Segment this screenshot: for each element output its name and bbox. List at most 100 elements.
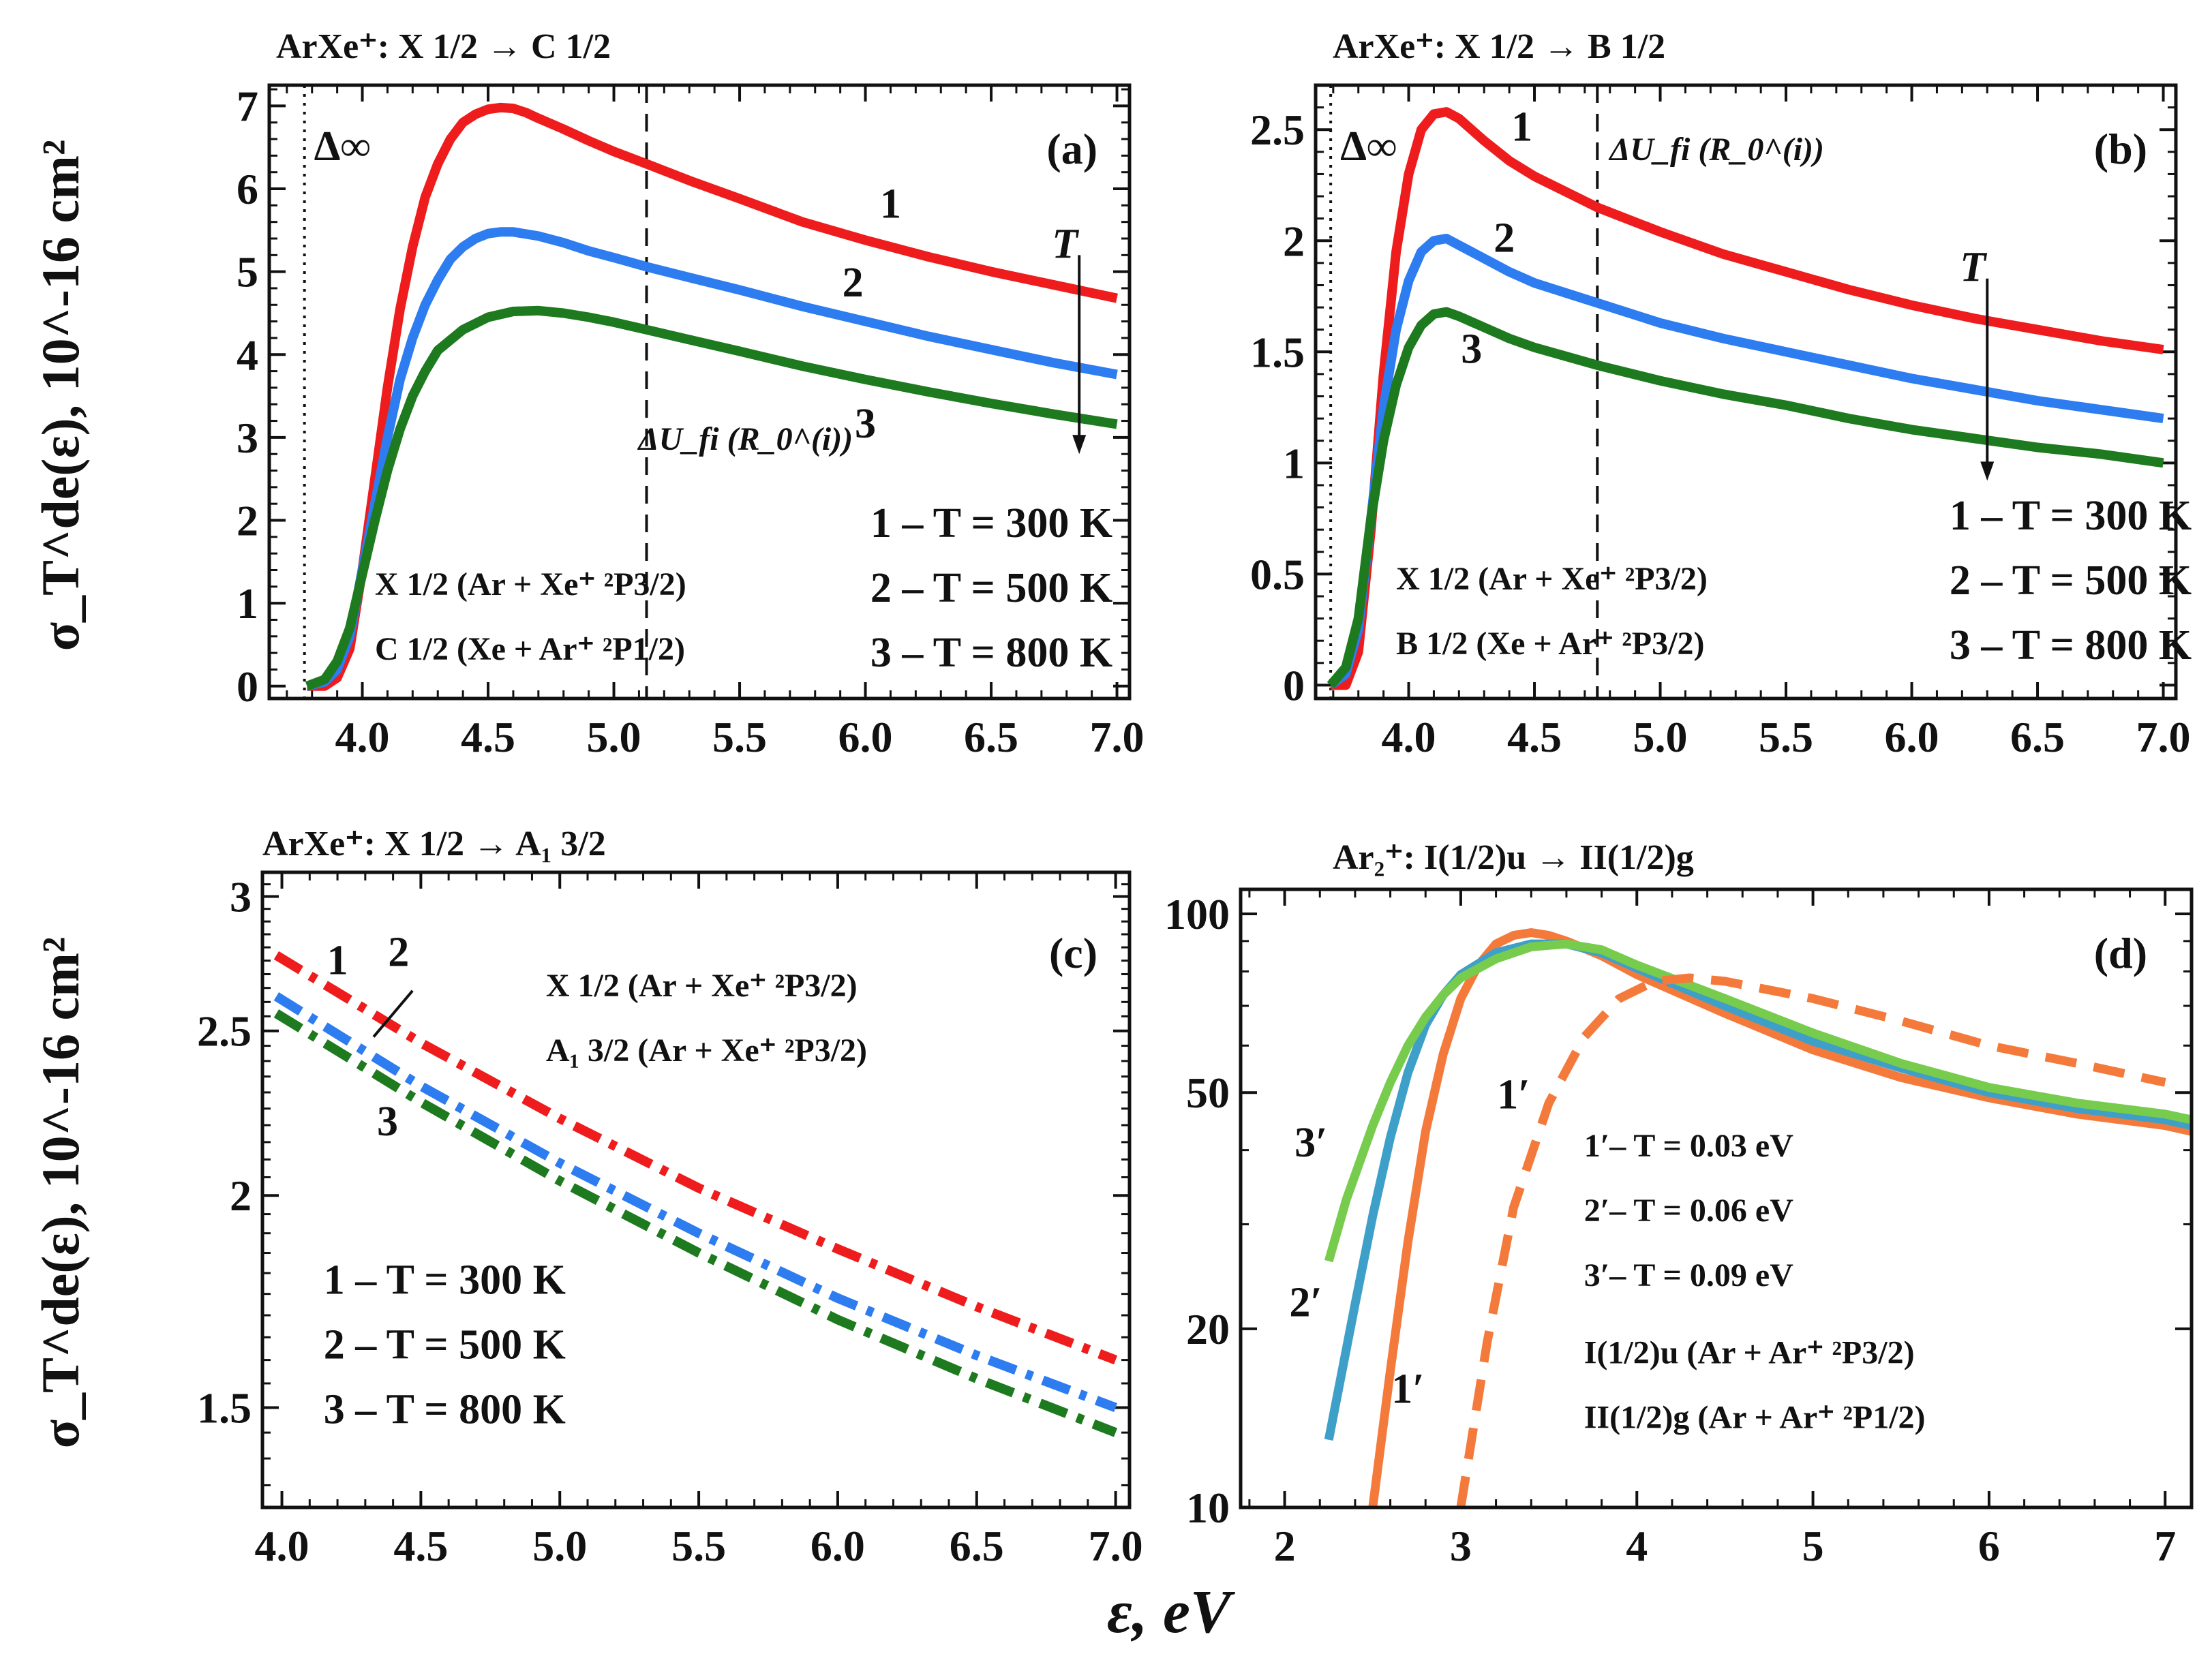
vline-label-a: ΔU_fi (R_0^(i)): [637, 421, 853, 457]
state-label-b-2: B 1/2 (Xe + Ar⁺ ²P3/2): [1396, 626, 1704, 662]
curve-label-d-4: 1′: [1497, 1072, 1530, 1118]
curve-label-b-2: 2: [1494, 215, 1515, 262]
y-tick-label-b: 0.5: [1250, 550, 1305, 598]
x-tick-label-c: 6.5: [950, 1522, 1004, 1570]
y-tick-label-a: 4: [237, 331, 258, 379]
x-tick-label-a: 4.0: [335, 713, 390, 761]
temperature-symbol-a: T: [1052, 221, 1079, 267]
panel-b-title: ArXe⁺: X 1/2 → B 1/2: [1333, 27, 1665, 66]
y-tick-label-d: 100: [1164, 890, 1230, 938]
y-tick-label-a: 7: [237, 82, 258, 130]
curve-label-a-3: 3: [855, 401, 876, 447]
curve-label-b-3: 3: [1461, 326, 1482, 373]
x-tick-label-d: 6: [1978, 1522, 2000, 1570]
curve-label-a-1: 1: [880, 181, 901, 228]
y-tick-label-d: 50: [1186, 1069, 1230, 1117]
x-tick-label-a: 6.0: [838, 713, 893, 761]
temperature-symbol-b: T: [1960, 245, 1987, 291]
panel-b-annotations: 1 2 3 Δ∞ ΔU_fi (R_0^(i)) T 1 – T = 300 K 2 – T …: [1340, 104, 2192, 669]
y-tick-label-b: 1.5: [1250, 328, 1305, 376]
x-tick-label-a: 4.5: [461, 713, 515, 761]
state-label-c-2: A₁ 3/2 (Ar + Xe⁺ ²P3/2): [546, 1032, 867, 1069]
legend-entry-c-1: 1 – T = 300 K: [324, 1257, 566, 1304]
curve-label-d-2: 2′: [1289, 1279, 1322, 1325]
panel-b: ArXe⁺: X 1/2 → B 1/2 4.0 4.5 5.0 5.5 6.0 6.5 7…: [1250, 27, 2192, 761]
x-tick-label-b: 4.5: [1507, 713, 1562, 761]
legend-entry-a-3: 3 – T = 800 K: [870, 630, 1112, 676]
panel-b-series: [1327, 107, 2164, 690]
pointer-line-c: [372, 990, 414, 1038]
state-label-a-1: X 1/2 (Ar + Xe⁺ ²P3/2): [375, 566, 686, 602]
panel-a-frame: [267, 83, 1132, 701]
panel-a-series: [305, 102, 1118, 691]
x-tick-label-c: 4.5: [393, 1522, 448, 1570]
legend-entry-d-1: 1′– T = 0.03 eV: [1584, 1128, 1793, 1164]
legend-entry-a-1: 1 – T = 300 K: [870, 500, 1112, 547]
legend-entry-b-1: 1 – T = 300 K: [1950, 493, 2192, 539]
y-tick-label-b: 0: [1283, 661, 1305, 709]
series-line-c-1: [273, 951, 1118, 1365]
x-tick-label-a: 5.5: [712, 713, 767, 761]
state-label-c-1: X 1/2 (Ar + Xe⁺ ²P3/2): [546, 968, 858, 1004]
panel-d-series: [1324, 928, 2192, 1507]
x-tick-label-d: 7: [2154, 1522, 2176, 1570]
state-label-d-1: I(1/2)u (Ar + Ar⁺ ²P3/2): [1584, 1334, 1915, 1370]
state-label-a-2: C 1/2 (Xe + Ar⁺ ²P1/2): [375, 631, 685, 667]
series-line-b-3: [1327, 307, 2164, 688]
panel-a-annotations: 12 3 Δ∞ ΔU_fi (R_0^(i)) T 1 – T = 300 K 2 – T …: [314, 123, 1112, 676]
x-tick-label-c: 4.0: [255, 1522, 309, 1570]
x-tick-label-b: 4.0: [1382, 713, 1436, 761]
x-tick-label-d: 5: [1802, 1522, 1824, 1570]
legend-entry-d-2: 2′– T = 0.06 eV: [1584, 1193, 1793, 1229]
panel-d-label: (d): [2094, 929, 2147, 977]
legend-entry-c-2: 2 – T = 500 K: [324, 1322, 566, 1368]
curve-label-c-3: 3: [377, 1099, 398, 1145]
x-tick-label-a: 6.5: [964, 713, 1018, 761]
y-tick-label-b: 2.5: [1250, 106, 1305, 154]
series-line-c-3: [273, 1009, 1118, 1437]
series-line-d-4: [1456, 973, 2166, 1507]
panel-c-label: (c): [1049, 929, 1097, 977]
panel-a-title: ArXe⁺: X 1/2 → C 1/2: [276, 27, 611, 66]
legend-entry-b-3: 3 – T = 800 K: [1950, 622, 2192, 669]
y-tick-label-d: 10: [1186, 1484, 1230, 1532]
threshold-label-b: Δ∞: [1340, 123, 1397, 170]
panel-c-series: [273, 951, 1118, 1437]
x-tick-label-b: 5.0: [1633, 713, 1688, 761]
y-tick-label-a: 0: [237, 662, 258, 711]
x-tick-label-d: 2: [1274, 1522, 1296, 1570]
y-axis-label-bottom: σ_T^de(ε), 10^-16 cm²: [31, 937, 90, 1449]
vline-label-b: ΔU_fi (R_0^(i)): [1608, 132, 1824, 168]
y-tick-label-b: 2: [1283, 217, 1305, 265]
panel-b-label: (b): [2094, 125, 2147, 173]
y-tick-label-b: 1: [1283, 439, 1305, 487]
panel-d-annotations: 1′ 2′ 3′ 1′ 1′– T = 0.03 eV 2′– T = 0.06 eV 3′…: [1289, 1072, 1925, 1436]
x-tick-label-c: 6.0: [810, 1522, 865, 1570]
temperature-arrow-head-a: [1072, 435, 1087, 455]
x-tick-label-a: 7.0: [1090, 713, 1145, 761]
state-label-b-1: X 1/2 (Ar + Xe⁺ ²P3/2): [1396, 561, 1708, 597]
panel-c: ArXe⁺: X 1/2 → A₁ 3/2 4.0 4.5 5.0 5.5 6.0 6.5…: [197, 825, 1143, 1570]
threshold-label-a: Δ∞: [314, 123, 371, 170]
x-tick-label-b: 7.0: [2136, 713, 2191, 761]
x-tick-label-a: 5.0: [587, 713, 641, 761]
x-tick-label-d: 3: [1450, 1522, 1472, 1570]
x-tick-label-b: 6.5: [2010, 713, 2065, 761]
y-tick-label-a: 1: [237, 579, 258, 628]
x-tick-label-b: 5.5: [1759, 713, 1813, 761]
curve-label-c-1: 1: [327, 937, 348, 983]
legend-entry-d-3: 3′– T = 0.09 eV: [1584, 1257, 1793, 1293]
curve-label-d-3: 3′: [1294, 1120, 1327, 1166]
panel-c-frame: [260, 870, 1132, 1509]
curve-label-c-2: 2: [388, 930, 409, 976]
x-tick-label-d: 4: [1626, 1522, 1648, 1570]
curve-label-b-1: 1: [1511, 104, 1532, 151]
y-tick-label-c: 1.5: [197, 1383, 252, 1432]
panel-d-title: Ar₂⁺: I(1/2)u → II(1/2)g: [1333, 838, 1694, 877]
x-tick-label-c: 7.0: [1089, 1522, 1143, 1570]
y-tick-label-a: 2: [237, 497, 258, 545]
series-line-a-3: [305, 305, 1118, 691]
panel-a-label: (a): [1046, 125, 1097, 173]
